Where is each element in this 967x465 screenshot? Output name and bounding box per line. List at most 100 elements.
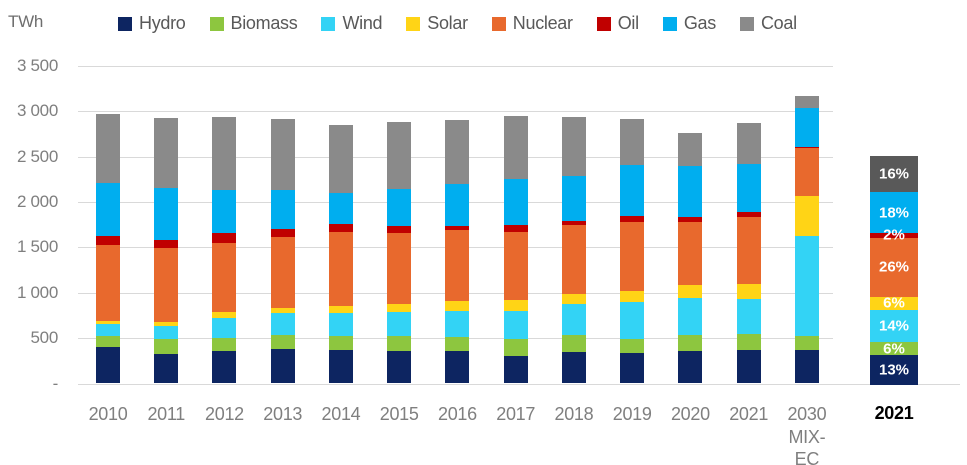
bar-segment-hydro xyxy=(154,353,179,384)
percent-segment-biomass: 6% xyxy=(870,340,918,357)
bar-segment-wind xyxy=(794,235,819,337)
bar-2010 xyxy=(96,113,120,384)
legend-label: Oil xyxy=(617,13,639,33)
bar-segment-gas xyxy=(561,176,586,221)
bar-segment-coal xyxy=(445,119,470,185)
bar-segment-gas xyxy=(678,165,703,218)
percent-value-label: 16% xyxy=(878,165,910,183)
bar-segment-solar xyxy=(212,312,237,319)
x-axis-tick-label: 2010 xyxy=(79,403,137,426)
bar-segment-wind xyxy=(96,323,120,336)
bar-segment-nuclear xyxy=(154,248,179,322)
x-tick-year: 2020 xyxy=(670,404,710,424)
legend-label: Nuclear xyxy=(512,13,573,33)
legend-item-wind: Wind xyxy=(321,13,383,34)
bar-segment-oil xyxy=(270,229,295,238)
bar-segment-wind xyxy=(736,298,761,334)
bar-segment-hydro xyxy=(387,351,412,384)
x-axis-tick-label: 2017 xyxy=(487,403,545,426)
y-axis-tick-label: 3 500 xyxy=(16,55,58,75)
bar-segment-nuclear xyxy=(328,231,353,307)
bar-segment-oil xyxy=(503,225,528,233)
bar-segment-solar xyxy=(445,301,470,312)
bar-segment-solar xyxy=(678,284,703,298)
percent-bar-axis-label: 2021 xyxy=(874,403,914,423)
bar-segment-coal xyxy=(794,96,819,109)
y-axis-tick-label: - xyxy=(52,373,59,393)
bar-segment-gas xyxy=(154,187,179,240)
bar-segment-gas xyxy=(212,189,237,234)
bar-segment-biomass xyxy=(154,339,179,354)
bar-segment-gas xyxy=(387,189,412,226)
percent-bar-2021: 16% 18% 2% 26% 6% 14% 6% 13% xyxy=(870,156,918,385)
bar-segment-biomass xyxy=(620,338,645,354)
bar-2011 xyxy=(154,118,179,384)
x-tick-year: 2021 xyxy=(729,404,769,424)
bar-segment-hydro xyxy=(503,356,528,384)
bar-segment-nuclear xyxy=(561,225,586,294)
bar-segment-coal xyxy=(561,117,586,177)
x-tick-year: 2010 xyxy=(88,404,128,424)
x-axis-tick-label: 2016 xyxy=(428,403,486,426)
y-axis-unit-label: TWh xyxy=(8,12,43,31)
legend-label: Biomass xyxy=(230,13,298,33)
gridline xyxy=(78,65,833,67)
x-tick-year: 2012 xyxy=(205,404,244,424)
bar-2016 xyxy=(445,119,470,384)
x-axis-tick-label: 2020 xyxy=(661,403,719,426)
bar-segment-wind xyxy=(212,318,237,338)
bar-segment-gas xyxy=(794,108,819,147)
legend-item-biomass: Biomass xyxy=(209,13,298,34)
percent-segment-hydro: 13% xyxy=(870,355,918,385)
bar-segment-hydro xyxy=(620,353,645,384)
bar-segment-hydro xyxy=(328,349,353,384)
legend-item-gas: Gas xyxy=(662,13,716,34)
bar-segment-biomass xyxy=(678,335,703,351)
x-tick-scenario: MIX-EC xyxy=(788,426,826,465)
bar-segment-solar xyxy=(154,321,179,327)
bar-segment-oil xyxy=(328,224,353,232)
x-axis-tick-label: 2012 xyxy=(195,403,253,426)
percent-segment-nuclear: 26% xyxy=(870,237,918,297)
bar-segment-nuclear xyxy=(445,230,470,302)
bar-segment-coal xyxy=(154,118,179,188)
y-axis-tick-label: 1 000 xyxy=(16,282,58,302)
percent-segment-coal: 16% xyxy=(870,156,918,193)
percent-segment-wind: 14% xyxy=(870,310,918,342)
bar-segment-nuclear xyxy=(678,221,703,285)
bar-segment-wind xyxy=(270,313,295,335)
bar-segment-biomass xyxy=(212,337,237,352)
x-tick-year: 2014 xyxy=(321,404,361,424)
bar-segment-gas xyxy=(503,178,528,226)
bar-segment-gas xyxy=(620,164,645,217)
bar-segment-wind xyxy=(678,297,703,336)
y-axis-tick-label: 3 000 xyxy=(16,101,58,121)
percent-value-label: 14% xyxy=(878,317,910,335)
bar-segment-nuclear xyxy=(212,243,237,313)
percent-value-label: 13% xyxy=(878,361,910,379)
y-axis-tick-label: 500 xyxy=(30,328,59,348)
bar-segment-coal xyxy=(328,124,353,193)
percent-value-label: 18% xyxy=(878,204,910,222)
bar-segment-oil xyxy=(678,217,703,222)
bar-segment-nuclear xyxy=(96,245,120,321)
bar-segment-gas xyxy=(270,190,295,230)
bar-segment-wind xyxy=(154,326,179,340)
bar-2014 xyxy=(328,124,353,384)
percent-segment-solar: 6% xyxy=(870,295,918,312)
bar-segment-biomass xyxy=(503,339,528,357)
x-tick-year: 2019 xyxy=(612,404,652,424)
bar-segment-hydro xyxy=(794,349,819,384)
y-axis-tick-label: 2 000 xyxy=(16,191,58,211)
bar-segment-solar xyxy=(270,307,295,314)
bar-segment-gas xyxy=(736,164,761,213)
bar-segment-nuclear xyxy=(387,232,412,304)
x-tick-year: 2013 xyxy=(263,404,303,424)
percent-segment-gas: 18% xyxy=(870,192,918,234)
bar-2018 xyxy=(561,117,586,384)
bar-segment-oil xyxy=(154,239,179,249)
x-axis-tick-label: 2021 xyxy=(720,403,778,426)
bar-segment-nuclear xyxy=(620,221,645,292)
bar-segment-biomass xyxy=(96,335,120,348)
bar-segment-hydro xyxy=(736,349,761,384)
